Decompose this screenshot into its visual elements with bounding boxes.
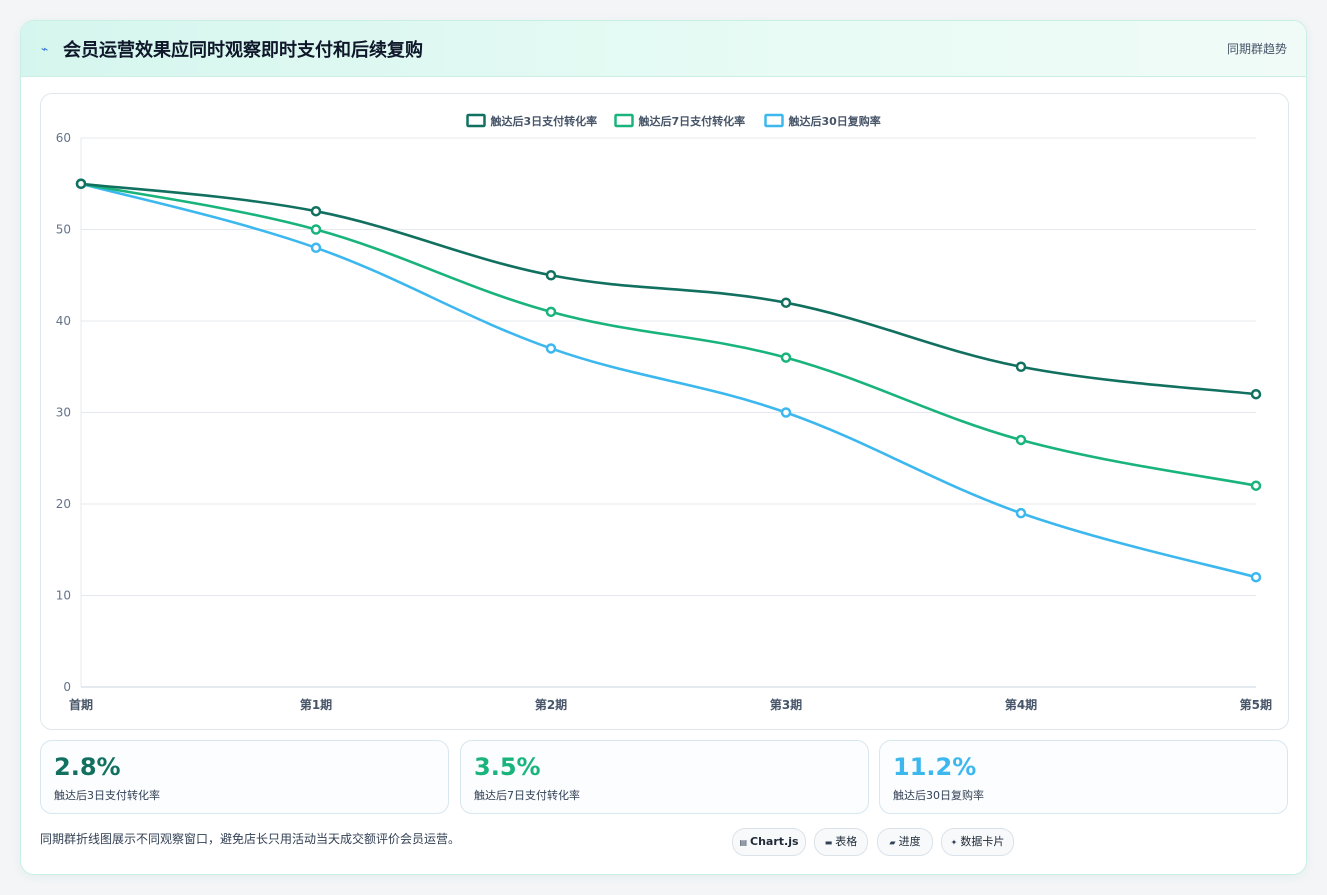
- data-point: [1250, 480, 1262, 491]
- pill-label: Chart.js: [750, 835, 799, 848]
- header-label: 同期群趋势: [1226, 42, 1287, 56]
- table-button[interactable]: ▬ 表格: [814, 828, 868, 856]
- dashboard-card: ⌁ 会员运营效果应同时观察即时支付和后续复购 同期群趋势 0 10 20 30 40 50…: [20, 20, 1307, 875]
- data-point: [545, 306, 557, 318]
- y-tick-label: 50: [56, 223, 71, 237]
- table-icon: ▬: [824, 838, 833, 847]
- line-chart: 0 10 20 30 40 50 60 首期 第1期 第2期 第3期 第4期 第5期 触达后3日支付转化率…: [56, 113, 1272, 712]
- legend-swatch: [764, 113, 784, 128]
- data-point: [545, 270, 557, 281]
- progress-button[interactable]: ▰ 进度: [877, 828, 933, 856]
- stat-value: 2.8%: [54, 753, 121, 781]
- stat-label: 触达后30日复购率: [893, 789, 984, 802]
- chart-container: 0 10 20 30 40 50 60 首期 第1期 第2期 第3期 第4期 第5期 触达后3日支付转化率…: [40, 93, 1289, 730]
- y-tick-label: 60: [56, 131, 71, 145]
- y-tick-label: 40: [56, 314, 71, 328]
- data-point: [310, 205, 322, 217]
- pill-label: 数据卡片: [960, 835, 1005, 848]
- data-point: [75, 178, 87, 189]
- pill-label: 进度: [898, 835, 921, 848]
- data-point: [310, 224, 322, 235]
- footer-note: 同期群折线图展示不同观察窗口，避免店长只用活动当天成交额评价会员运营。: [40, 832, 461, 846]
- x-tick-label: 第4期: [1005, 697, 1037, 712]
- x-tick-label: 首期: [69, 697, 93, 712]
- data-card-button[interactable]: ✦ 数据卡片: [941, 828, 1014, 856]
- stat-label: 触达后7日支付转化率: [474, 789, 580, 802]
- sparkle-icon: ✦: [950, 838, 958, 847]
- x-tick-label: 第1期: [300, 697, 332, 712]
- stat-value: 3.5%: [474, 753, 541, 781]
- data-point: [780, 297, 792, 308]
- data-point: [1015, 434, 1027, 446]
- series-line: [80, 182, 1257, 396]
- legend-label: 触达后7日支付转化率: [638, 114, 746, 128]
- data-point: [310, 242, 322, 254]
- series-line: [80, 182, 1257, 579]
- legend-swatch: [466, 113, 486, 128]
- card-header: ⌁ 会员运营效果应同时观察即时支付和后续复购 同期群趋势: [21, 21, 1306, 77]
- data-point: [780, 407, 792, 418]
- data-point: [1250, 388, 1262, 400]
- data-point: [1015, 361, 1027, 372]
- chartjs-button[interactable]: ▤ Chart.js: [732, 828, 806, 856]
- data-point: [545, 343, 557, 354]
- bolt-icon: ⌁: [41, 42, 49, 56]
- legend-swatch: [614, 113, 634, 128]
- legend-label: 触达后30日复购率: [788, 114, 881, 128]
- x-tick-label: 第5期: [1240, 697, 1272, 712]
- stat-card-30day: 11.2% 触达后30日复购率: [879, 740, 1288, 814]
- data-point: [1015, 507, 1027, 519]
- x-tick-label: 第2期: [535, 697, 567, 712]
- stat-label: 触达后3日支付转化率: [54, 789, 160, 802]
- legend-label: 触达后3日支付转化率: [490, 114, 598, 128]
- page-title: 会员运营效果应同时观察即时支付和后续复购: [63, 40, 423, 61]
- series-line: [80, 182, 1257, 487]
- y-tick-label: 20: [56, 497, 71, 511]
- chart-icon: ▤: [739, 838, 748, 847]
- data-point: [780, 352, 792, 363]
- stat-card-7day: 3.5% 触达后7日支付转化率: [460, 740, 869, 814]
- y-tick-label: 10: [56, 589, 71, 603]
- stat-value: 11.2%: [893, 753, 977, 781]
- stat-card-3day: 2.8% 触达后3日支付转化率: [40, 740, 449, 814]
- x-tick-label: 第3期: [770, 697, 802, 712]
- pill-label: 表格: [835, 835, 858, 848]
- y-tick-label: 0: [63, 680, 71, 694]
- progress-icon: ▰: [889, 838, 896, 847]
- y-tick-label: 30: [56, 406, 71, 420]
- data-point: [1250, 571, 1262, 583]
